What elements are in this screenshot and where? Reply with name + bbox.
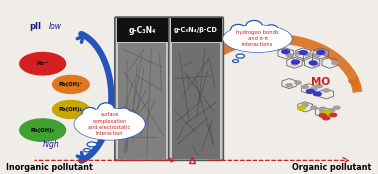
Circle shape	[297, 106, 305, 110]
Circle shape	[304, 53, 310, 56]
Text: surface
complexation
and electrostatic
interaction: surface complexation and electrostatic i…	[88, 112, 131, 136]
Circle shape	[20, 53, 65, 75]
Circle shape	[295, 81, 301, 84]
Circle shape	[319, 112, 326, 115]
Ellipse shape	[74, 108, 145, 140]
Circle shape	[286, 84, 292, 87]
Text: MO: MO	[311, 77, 330, 87]
Circle shape	[323, 89, 329, 92]
Circle shape	[314, 54, 321, 57]
Ellipse shape	[223, 25, 292, 52]
Circle shape	[319, 114, 326, 117]
Text: low: low	[49, 22, 62, 31]
Circle shape	[322, 110, 332, 115]
Circle shape	[286, 54, 292, 57]
Circle shape	[53, 76, 89, 93]
Circle shape	[292, 60, 299, 64]
Circle shape	[321, 51, 328, 54]
Circle shape	[311, 87, 317, 90]
Ellipse shape	[87, 142, 97, 147]
Circle shape	[319, 109, 326, 112]
Circle shape	[282, 50, 290, 54]
Circle shape	[330, 113, 337, 117]
Circle shape	[333, 106, 340, 109]
FancyBboxPatch shape	[169, 17, 223, 160]
Circle shape	[302, 85, 308, 89]
Ellipse shape	[84, 149, 90, 152]
Circle shape	[328, 109, 335, 112]
Circle shape	[295, 52, 301, 55]
Text: g-C₃N₄/β-CD: g-C₃N₄/β-CD	[174, 27, 218, 33]
Ellipse shape	[117, 108, 131, 119]
Text: Pb²⁺: Pb²⁺	[36, 61, 49, 66]
Circle shape	[309, 61, 317, 65]
Ellipse shape	[74, 108, 145, 140]
Ellipse shape	[223, 25, 292, 52]
Text: Organic pollutant: Organic pollutant	[292, 163, 371, 172]
Text: Pb(OH)₂: Pb(OH)₂	[59, 107, 83, 112]
Ellipse shape	[231, 24, 246, 35]
Circle shape	[313, 63, 319, 66]
Circle shape	[323, 116, 330, 120]
Ellipse shape	[236, 54, 245, 58]
Circle shape	[313, 92, 321, 96]
Ellipse shape	[264, 25, 278, 34]
Text: pII: pII	[29, 22, 42, 31]
Ellipse shape	[232, 60, 239, 62]
Circle shape	[332, 61, 338, 64]
Ellipse shape	[246, 20, 262, 32]
Circle shape	[302, 104, 308, 107]
Text: Pb(OH)₃: Pb(OH)₃	[31, 128, 54, 133]
FancyBboxPatch shape	[115, 17, 169, 160]
Ellipse shape	[98, 103, 115, 116]
Circle shape	[53, 100, 89, 118]
Circle shape	[307, 89, 314, 93]
Circle shape	[20, 119, 65, 141]
Circle shape	[316, 85, 322, 88]
Text: Pb(OH)⁺: Pb(OH)⁺	[59, 82, 83, 87]
Text: Inorganic pollutant: Inorganic pollutant	[6, 163, 93, 172]
Circle shape	[299, 51, 307, 54]
Text: g-C₃N₄: g-C₃N₄	[129, 26, 156, 34]
Bar	[170, 18, 222, 42]
Circle shape	[311, 106, 317, 109]
Circle shape	[317, 51, 325, 54]
Text: high: high	[43, 140, 59, 149]
Bar	[118, 43, 166, 159]
Bar	[117, 18, 168, 42]
Ellipse shape	[82, 107, 98, 120]
Bar	[172, 43, 220, 159]
Text: hydrogen bonds
and π-π
interactions: hydrogen bonds and π-π interactions	[236, 30, 279, 47]
Circle shape	[291, 62, 297, 65]
